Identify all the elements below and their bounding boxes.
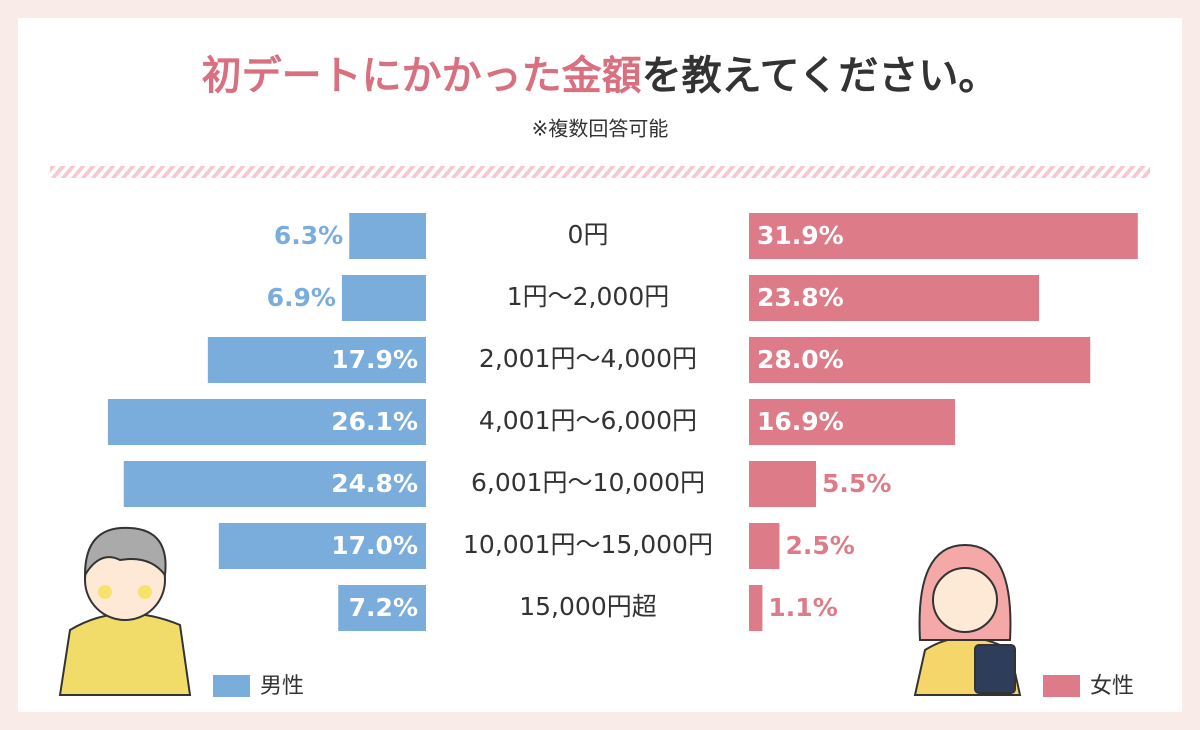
bar xyxy=(341,275,426,321)
title-rest: を教えてください。 xyxy=(642,53,999,99)
value-label: 6.3% xyxy=(274,221,343,250)
bar xyxy=(749,461,817,507)
value-label: 26.1% xyxy=(331,407,418,436)
category-label: 4,001円〜6,000円 xyxy=(479,406,697,435)
bar xyxy=(338,585,426,631)
value-label: 1.1% xyxy=(768,593,837,622)
value-label: 2.5% xyxy=(785,531,854,560)
bar xyxy=(349,213,426,259)
value-label: 17.9% xyxy=(331,345,418,374)
bar xyxy=(749,585,763,631)
chart-title: 初デートにかかった金額を教えてください。 xyxy=(202,53,999,99)
value-label: 24.8% xyxy=(331,469,418,498)
legend-swatch xyxy=(213,675,250,697)
category-label: 10,001円〜15,000円 xyxy=(463,530,713,559)
boy-illustration xyxy=(58,526,192,696)
value-label: 7.2% xyxy=(349,593,418,622)
bar xyxy=(207,337,426,383)
legend-swatch xyxy=(1043,675,1080,697)
title-highlight: 初デートにかかった金額 xyxy=(202,53,642,99)
bar xyxy=(218,523,426,569)
category-label: 1円〜2,000円 xyxy=(507,282,669,311)
category-label: 0円 xyxy=(568,220,609,249)
category-label: 15,000円超 xyxy=(519,592,656,621)
bar xyxy=(749,275,1040,321)
bar xyxy=(749,337,1091,383)
legend-label: 女性 xyxy=(1090,674,1134,699)
value-label: 31.9% xyxy=(757,221,844,250)
value-label: 23.8% xyxy=(757,283,844,312)
value-label: 17.0% xyxy=(331,531,418,560)
bar xyxy=(107,399,426,445)
value-label: 28.0% xyxy=(757,345,844,374)
divider xyxy=(50,166,1150,178)
category-label: 6,001円〜10,000円 xyxy=(471,468,705,497)
value-label: 5.5% xyxy=(822,469,891,498)
bar xyxy=(123,461,426,507)
bar xyxy=(749,399,955,445)
value-label: 16.9% xyxy=(757,407,844,436)
bar xyxy=(749,213,1138,259)
girl-illustration xyxy=(913,543,1022,696)
subtitle: ※複数回答可能 xyxy=(532,117,669,141)
category-label: 2,001円〜4,000円 xyxy=(479,344,697,373)
value-label: 6.9% xyxy=(267,283,336,312)
bar xyxy=(749,523,780,569)
legend-label: 男性 xyxy=(260,674,304,699)
